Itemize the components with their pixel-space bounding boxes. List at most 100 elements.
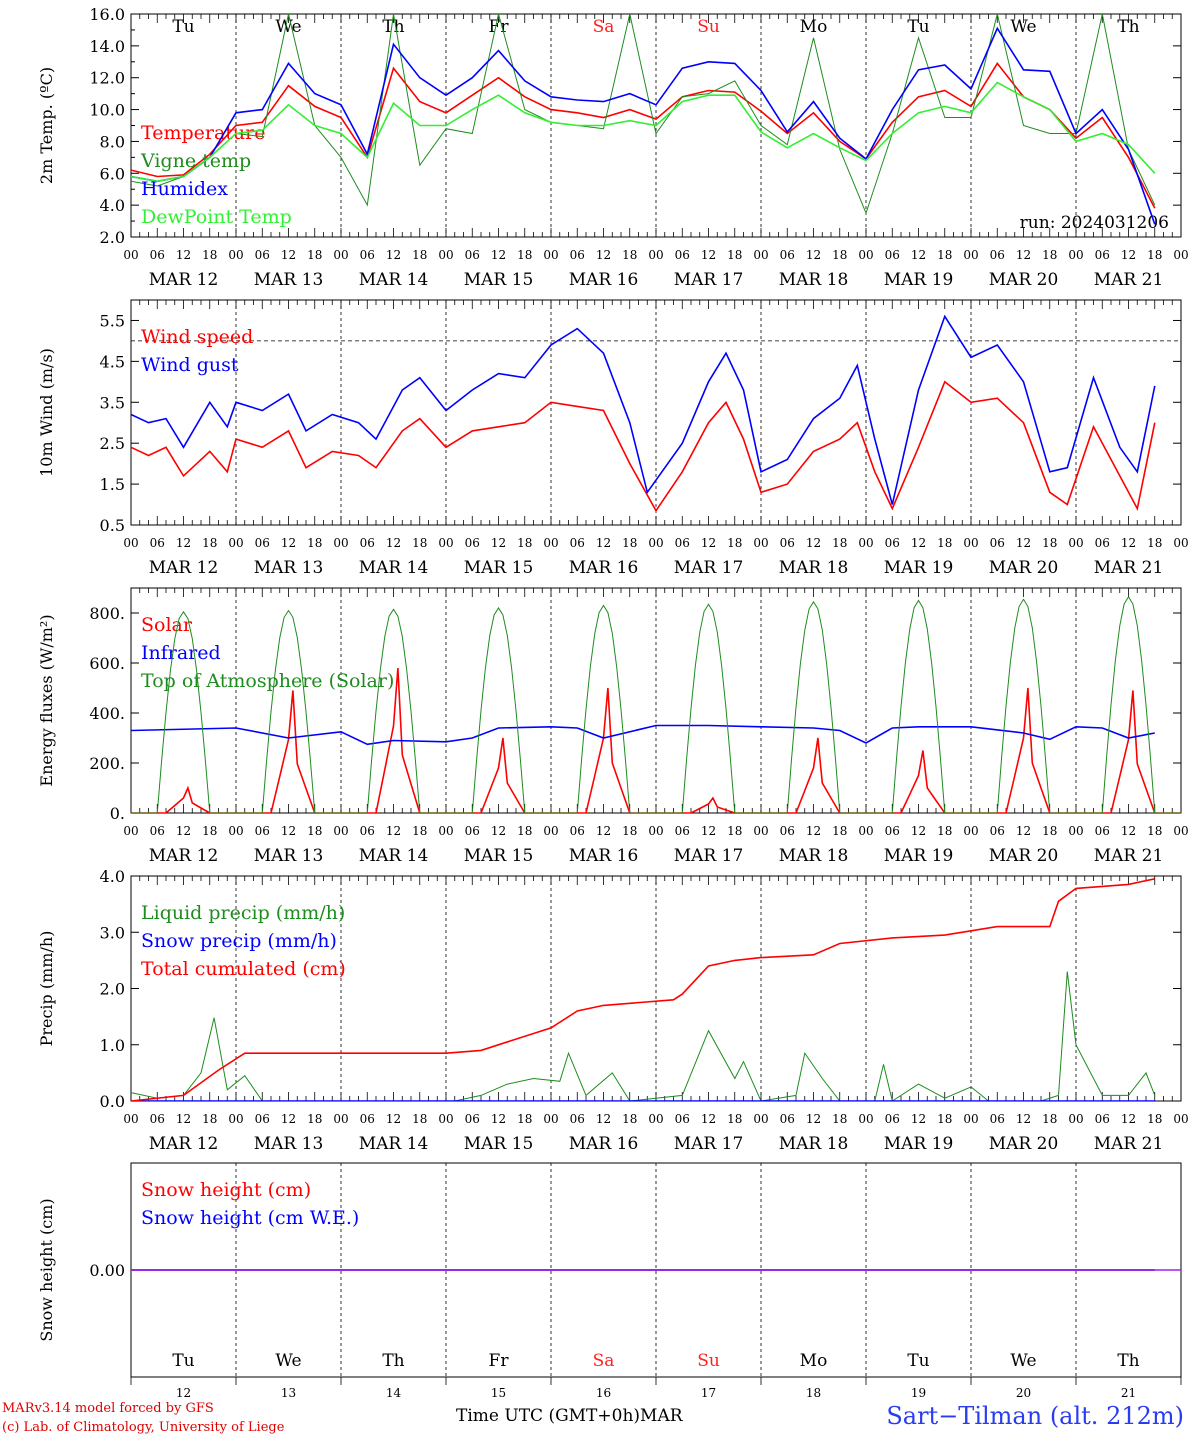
hour-tick-label: 12: [1121, 824, 1136, 838]
hour-tick-label: 12: [176, 248, 191, 262]
hour-tick-label: 12: [701, 248, 716, 262]
hour-tick-label: 12: [596, 248, 611, 262]
hour-tick-label: 18: [622, 536, 637, 550]
hour-tick-label: 06: [570, 824, 585, 838]
hour-tick-label: 12: [1016, 1112, 1031, 1126]
x-axis-time-label: Time UTC (GMT+0h): [456, 1406, 641, 1426]
y-tick-label: 8.0: [100, 132, 125, 151]
hour-tick-label: 18: [937, 536, 952, 550]
hour-tick-label: 06: [570, 1112, 585, 1126]
y-tick-label: 12.0: [89, 69, 125, 88]
hour-tick-label: 00: [858, 536, 873, 550]
hour-tick-label: 00: [648, 536, 663, 550]
weekday-label: Th: [1117, 1351, 1139, 1371]
series-line-liquid-precip-mm-h-: [131, 971, 1156, 1101]
legend-entry: Solar: [141, 614, 193, 636]
hour-tick-label: 00: [333, 248, 348, 262]
hour-tick-label: 00: [753, 1112, 768, 1126]
weekday-label: We: [275, 17, 301, 37]
y-tick-label: 800.: [89, 604, 125, 623]
hour-tick-label: 00: [1068, 824, 1083, 838]
hour-tick-label: 12: [1016, 824, 1031, 838]
hour-tick-label: 00: [543, 1112, 558, 1126]
legend-entry: Wind speed: [141, 326, 253, 348]
hour-tick-label: 18: [622, 1112, 637, 1126]
hour-tick-label: 00: [858, 824, 873, 838]
date-label: MAR 21: [1094, 846, 1164, 866]
weekday-label: Fr: [489, 17, 510, 37]
y-axis-title: Precip (mm/h): [37, 931, 56, 1047]
hour-tick-label: 12: [386, 248, 401, 262]
series-line-humidex: [131, 26, 1156, 225]
hour-tick-label: 18: [412, 248, 427, 262]
series-line-wind-gust: [131, 314, 1156, 505]
y-tick-label: 200.: [89, 754, 125, 773]
hour-tick-label: 18: [1042, 248, 1057, 262]
day-number-label: 21: [1121, 1386, 1136, 1400]
date-label: MAR 17: [674, 558, 744, 578]
date-label: MAR 19: [884, 558, 954, 578]
hour-tick-label: 00: [1173, 248, 1188, 262]
series-line-dewpoint-temp: [131, 81, 1156, 183]
hour-tick-label: 18: [937, 1112, 952, 1126]
series-line-total-cumulated-cm-: [131, 878, 1155, 1101]
weekday-label: Tu: [172, 17, 194, 37]
hour-tick-label: 06: [885, 248, 900, 262]
date-label: MAR 12: [149, 558, 219, 578]
hour-tick-label: 00: [123, 1112, 138, 1126]
hour-tick-label: 00: [123, 536, 138, 550]
y-tick-label: 0.00: [89, 1261, 125, 1280]
date-label: MAR 17: [674, 846, 744, 866]
y-tick-label: 3.0: [100, 923, 125, 942]
hour-tick-label: 06: [1095, 824, 1110, 838]
legend-entry: Temperature: [141, 122, 265, 144]
date-label: MAR 20: [989, 1134, 1059, 1154]
hour-tick-label: 06: [255, 1112, 270, 1126]
date-label: MAR 14: [359, 1134, 429, 1154]
y-tick-label: 4.0: [100, 196, 125, 215]
hour-tick-label: 12: [491, 536, 506, 550]
hour-tick-label: 06: [675, 248, 690, 262]
hour-tick-label: 18: [727, 536, 742, 550]
date-label: MAR 13: [254, 1134, 324, 1154]
hour-tick-label: 00: [543, 824, 558, 838]
hour-tick-label: 00: [648, 1112, 663, 1126]
hour-tick-label: 06: [1095, 248, 1110, 262]
hour-tick-label: 12: [1121, 536, 1136, 550]
hour-tick-label: 00: [543, 536, 558, 550]
y-tick-label: 600.: [89, 654, 125, 673]
y-axis-title: 10m Wind (m/s): [37, 348, 56, 477]
date-label: MAR 16: [569, 558, 639, 578]
y-tick-label: 3.5: [100, 393, 125, 412]
hour-tick-label: 12: [596, 536, 611, 550]
hour-tick-label: 00: [123, 824, 138, 838]
weekday-label: Mo: [800, 17, 828, 37]
date-label: MAR 16: [569, 846, 639, 866]
hour-tick-label: 12: [1016, 536, 1031, 550]
hour-tick-label: 00: [228, 824, 243, 838]
date-label: MAR 13: [254, 558, 324, 578]
hour-tick-label: 00: [333, 536, 348, 550]
hour-tick-label: 06: [885, 824, 900, 838]
hour-tick-label: 00: [648, 248, 663, 262]
hour-tick-label: 12: [1121, 248, 1136, 262]
weekday-label: Su: [697, 1351, 720, 1371]
panel-frame: [130, 587, 1182, 814]
series-line-vigne-temp: [131, 14, 1156, 215]
date-label: MAR 13: [254, 846, 324, 866]
hour-tick-label: 12: [281, 536, 296, 550]
hour-tick-label: 18: [937, 248, 952, 262]
date-label: MAR 20: [989, 558, 1059, 578]
y-tick-label: 14.0: [89, 37, 125, 56]
hour-tick-label: 12: [1121, 1112, 1136, 1126]
hour-tick-label: 18: [517, 248, 532, 262]
hour-tick-label: 18: [832, 1112, 847, 1126]
hour-tick-label: 00: [858, 1112, 873, 1126]
hour-tick-label: 06: [675, 536, 690, 550]
weekday-label: Th: [1117, 17, 1139, 37]
y-tick-label: 1.0: [100, 1036, 125, 1055]
hour-tick-label: 18: [622, 248, 637, 262]
y-axis-title: Energy fluxes (W/m²): [37, 614, 56, 786]
panel-5: 12 Tu 13 We 14 Th 15 Fr 16 Sa 17 Su 18 Mo 19 Tu 20 We 21 Th…: [37, 1162, 1182, 1400]
